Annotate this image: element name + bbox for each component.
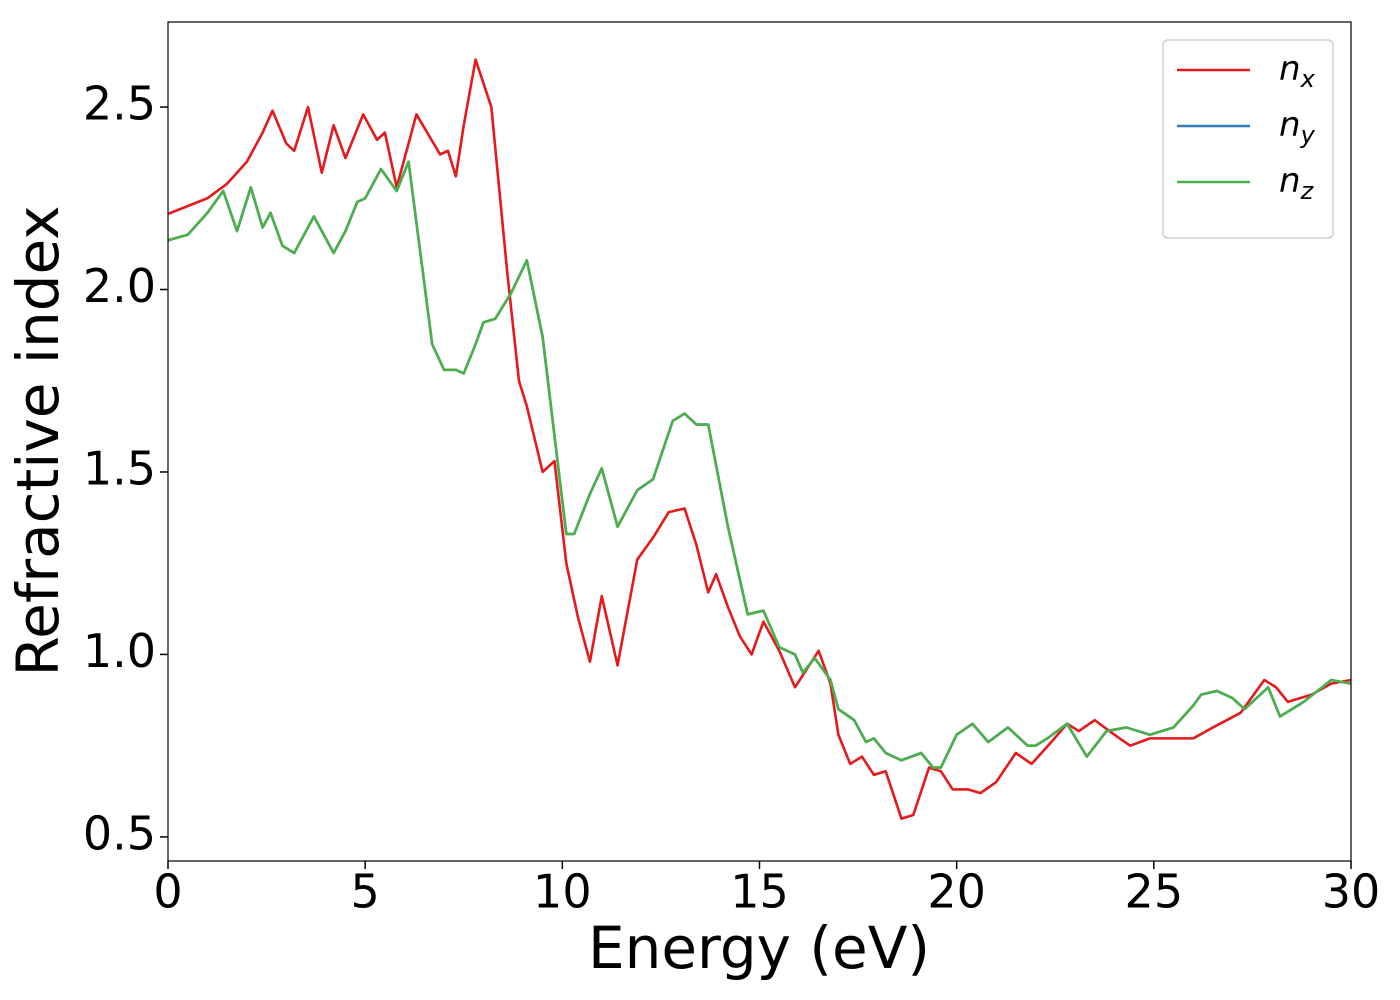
series-line: [168, 160, 1351, 769]
x-axis-title: Energy (eV): [588, 914, 930, 982]
x-tick-label: 0: [153, 865, 182, 919]
x-tick-label: 25: [1125, 865, 1184, 919]
series-line: [168, 58, 1351, 820]
y-tick-label: 1.5: [83, 441, 156, 495]
x-tick-label: 5: [351, 865, 380, 919]
y-axis-title: Refractive index: [4, 205, 72, 676]
plot-frame: [167, 21, 1352, 862]
x-tick-label: 20: [927, 865, 986, 919]
legend-label: nx: [1279, 49, 1316, 94]
x-tick-label: 15: [730, 865, 789, 919]
y-tick-label: 1.0: [83, 624, 156, 678]
legend-box: [1162, 39, 1334, 239]
y-tick-label: 0.5: [83, 806, 156, 860]
y-tick-label: 2.5: [83, 77, 156, 131]
x-tick-label: 30: [1322, 865, 1381, 919]
legend-label: ny: [1279, 105, 1316, 150]
legend-label: nz: [1279, 161, 1315, 206]
x-tick-label: 10: [533, 865, 592, 919]
series-line: [168, 160, 1351, 769]
y-tick-label: 2.0: [83, 259, 156, 313]
